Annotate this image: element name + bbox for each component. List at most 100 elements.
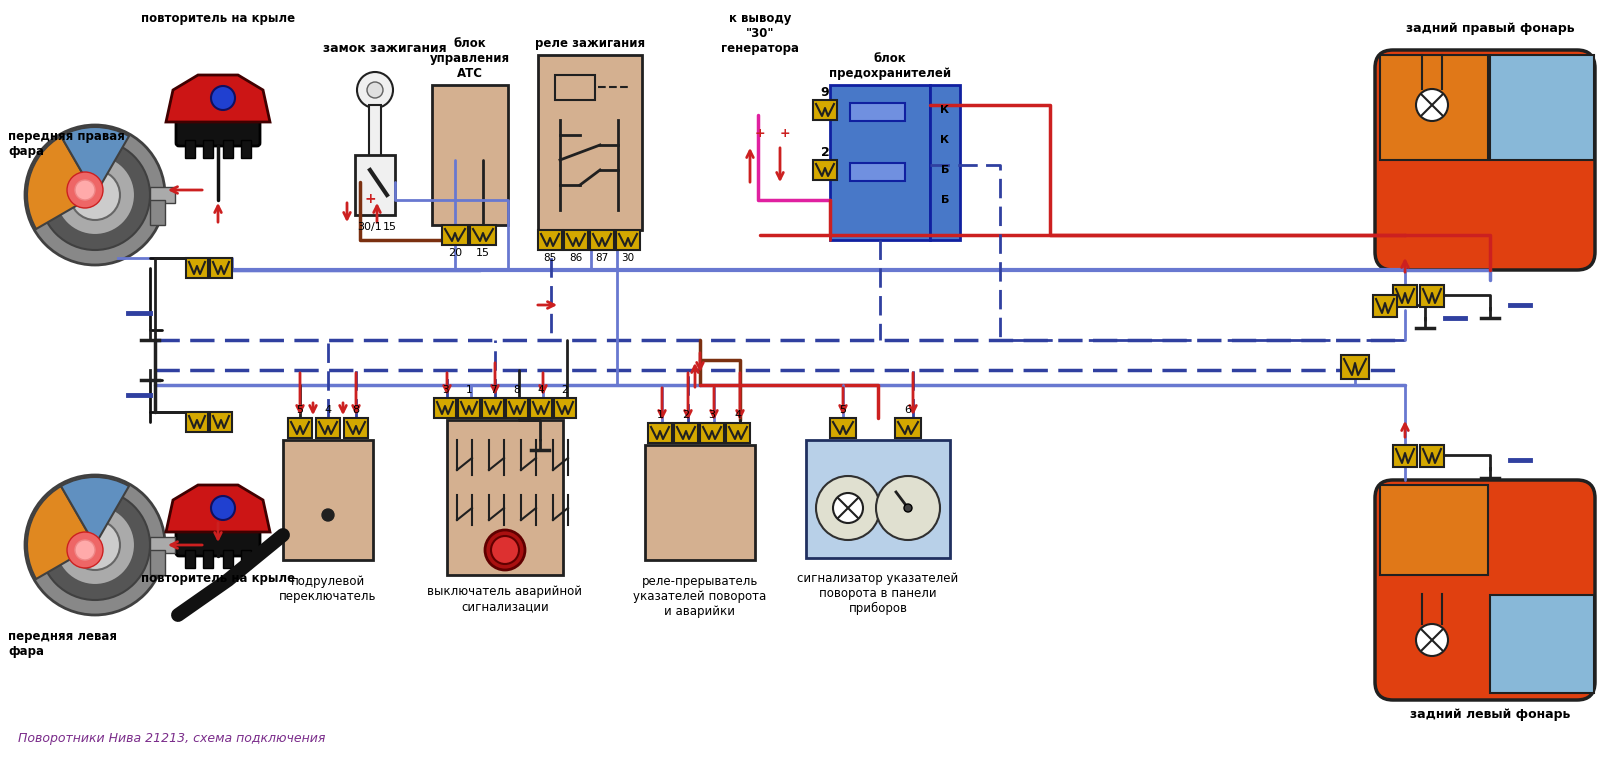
Bar <box>149 187 175 203</box>
Text: 1: 1 <box>465 385 472 395</box>
Text: 87: 87 <box>595 253 608 263</box>
Bar <box>645 445 754 560</box>
Bar <box>1379 485 1488 575</box>
Bar <box>241 140 250 158</box>
Bar <box>149 200 165 225</box>
Bar <box>700 423 724 443</box>
Text: 1: 1 <box>656 410 663 420</box>
Bar <box>806 440 950 558</box>
Bar <box>282 440 372 560</box>
Bar <box>830 418 855 438</box>
Bar <box>538 230 562 250</box>
Text: 2: 2 <box>820 146 828 159</box>
Bar <box>1392 285 1416 307</box>
Text: +: + <box>778 127 790 140</box>
Bar <box>616 230 640 250</box>
Text: Поворотники Нива 21213, схема подключения: Поворотники Нива 21213, схема подключени… <box>18 732 326 745</box>
Bar <box>186 412 209 432</box>
Circle shape <box>26 125 165 265</box>
Text: передняя правая
фара: передняя правая фара <box>8 130 125 158</box>
Bar <box>441 225 467 245</box>
Text: 15: 15 <box>475 248 490 258</box>
Bar <box>446 420 563 575</box>
Bar <box>812 160 836 180</box>
Text: реле зажигания: реле зажигания <box>534 37 645 50</box>
Circle shape <box>833 493 862 523</box>
Bar <box>482 398 504 418</box>
Bar <box>506 398 528 418</box>
Circle shape <box>815 476 880 540</box>
Bar <box>223 550 233 568</box>
Text: К: К <box>941 135 949 145</box>
Bar <box>538 55 642 230</box>
Circle shape <box>55 505 135 585</box>
Bar <box>725 423 750 443</box>
FancyBboxPatch shape <box>177 118 260 146</box>
Bar <box>1419 445 1443 467</box>
Bar <box>185 550 194 568</box>
Text: сигнализатор указателей
поворота в панели
приборов: сигнализатор указателей поворота в панел… <box>796 572 958 615</box>
Text: выключатель аварийной
сигнализации: выключатель аварийной сигнализации <box>427 585 583 613</box>
Bar <box>1379 55 1488 160</box>
Bar <box>849 103 905 121</box>
Circle shape <box>210 86 234 110</box>
Bar <box>812 100 836 120</box>
Circle shape <box>55 155 135 235</box>
Text: 15: 15 <box>382 222 396 232</box>
Bar <box>563 230 587 250</box>
Bar <box>149 550 165 575</box>
Circle shape <box>67 172 103 208</box>
Bar <box>1392 445 1416 467</box>
Text: повторитель на крыле: повторитель на крыле <box>141 12 295 25</box>
Text: задний правый фонарь: задний правый фонарь <box>1404 22 1573 35</box>
Bar <box>554 398 576 418</box>
Text: блок
предохранителей: блок предохранителей <box>828 52 950 80</box>
Bar <box>647 423 671 443</box>
Bar <box>1372 295 1396 317</box>
Bar <box>355 155 395 215</box>
Text: 86: 86 <box>570 253 583 263</box>
FancyBboxPatch shape <box>177 528 260 556</box>
Bar <box>223 140 233 158</box>
Text: 4: 4 <box>733 410 742 420</box>
Bar <box>1489 595 1594 693</box>
Circle shape <box>491 536 518 564</box>
Bar <box>210 258 231 278</box>
Circle shape <box>1416 624 1448 656</box>
Circle shape <box>75 540 95 560</box>
Bar <box>241 550 250 568</box>
Bar <box>433 398 456 418</box>
FancyBboxPatch shape <box>1374 480 1594 700</box>
Text: 9: 9 <box>820 86 828 99</box>
Circle shape <box>485 530 525 570</box>
Text: 85: 85 <box>542 253 557 263</box>
Bar <box>1340 355 1367 379</box>
Text: передняя левая
фара: передняя левая фара <box>8 630 117 658</box>
Bar <box>316 418 340 438</box>
Bar <box>287 418 311 438</box>
Text: замок зажигания: замок зажигания <box>323 42 446 55</box>
Bar <box>929 85 960 240</box>
Bar <box>589 230 613 250</box>
Circle shape <box>26 475 165 615</box>
Text: 8: 8 <box>514 385 520 395</box>
Bar <box>530 398 552 418</box>
Text: 7: 7 <box>490 385 496 395</box>
Text: 4: 4 <box>538 385 544 395</box>
Text: 8: 8 <box>351 405 360 415</box>
Bar <box>674 423 698 443</box>
Circle shape <box>71 170 120 220</box>
Text: задний левый фонарь: задний левый фонарь <box>1409 708 1570 721</box>
Circle shape <box>321 509 334 521</box>
Bar <box>185 140 194 158</box>
Text: 5: 5 <box>297 405 303 415</box>
Text: 2: 2 <box>682 410 689 420</box>
Circle shape <box>71 520 120 570</box>
Bar <box>457 398 480 418</box>
Text: реле-прерыватель
указателей поворота
и аварийки: реле-прерыватель указателей поворота и а… <box>632 575 766 618</box>
Bar <box>343 418 368 438</box>
Text: +: + <box>364 192 376 206</box>
Text: блок
управления
АТС: блок управления АТС <box>430 37 510 80</box>
Text: Б: Б <box>941 195 949 205</box>
Wedge shape <box>27 136 95 229</box>
